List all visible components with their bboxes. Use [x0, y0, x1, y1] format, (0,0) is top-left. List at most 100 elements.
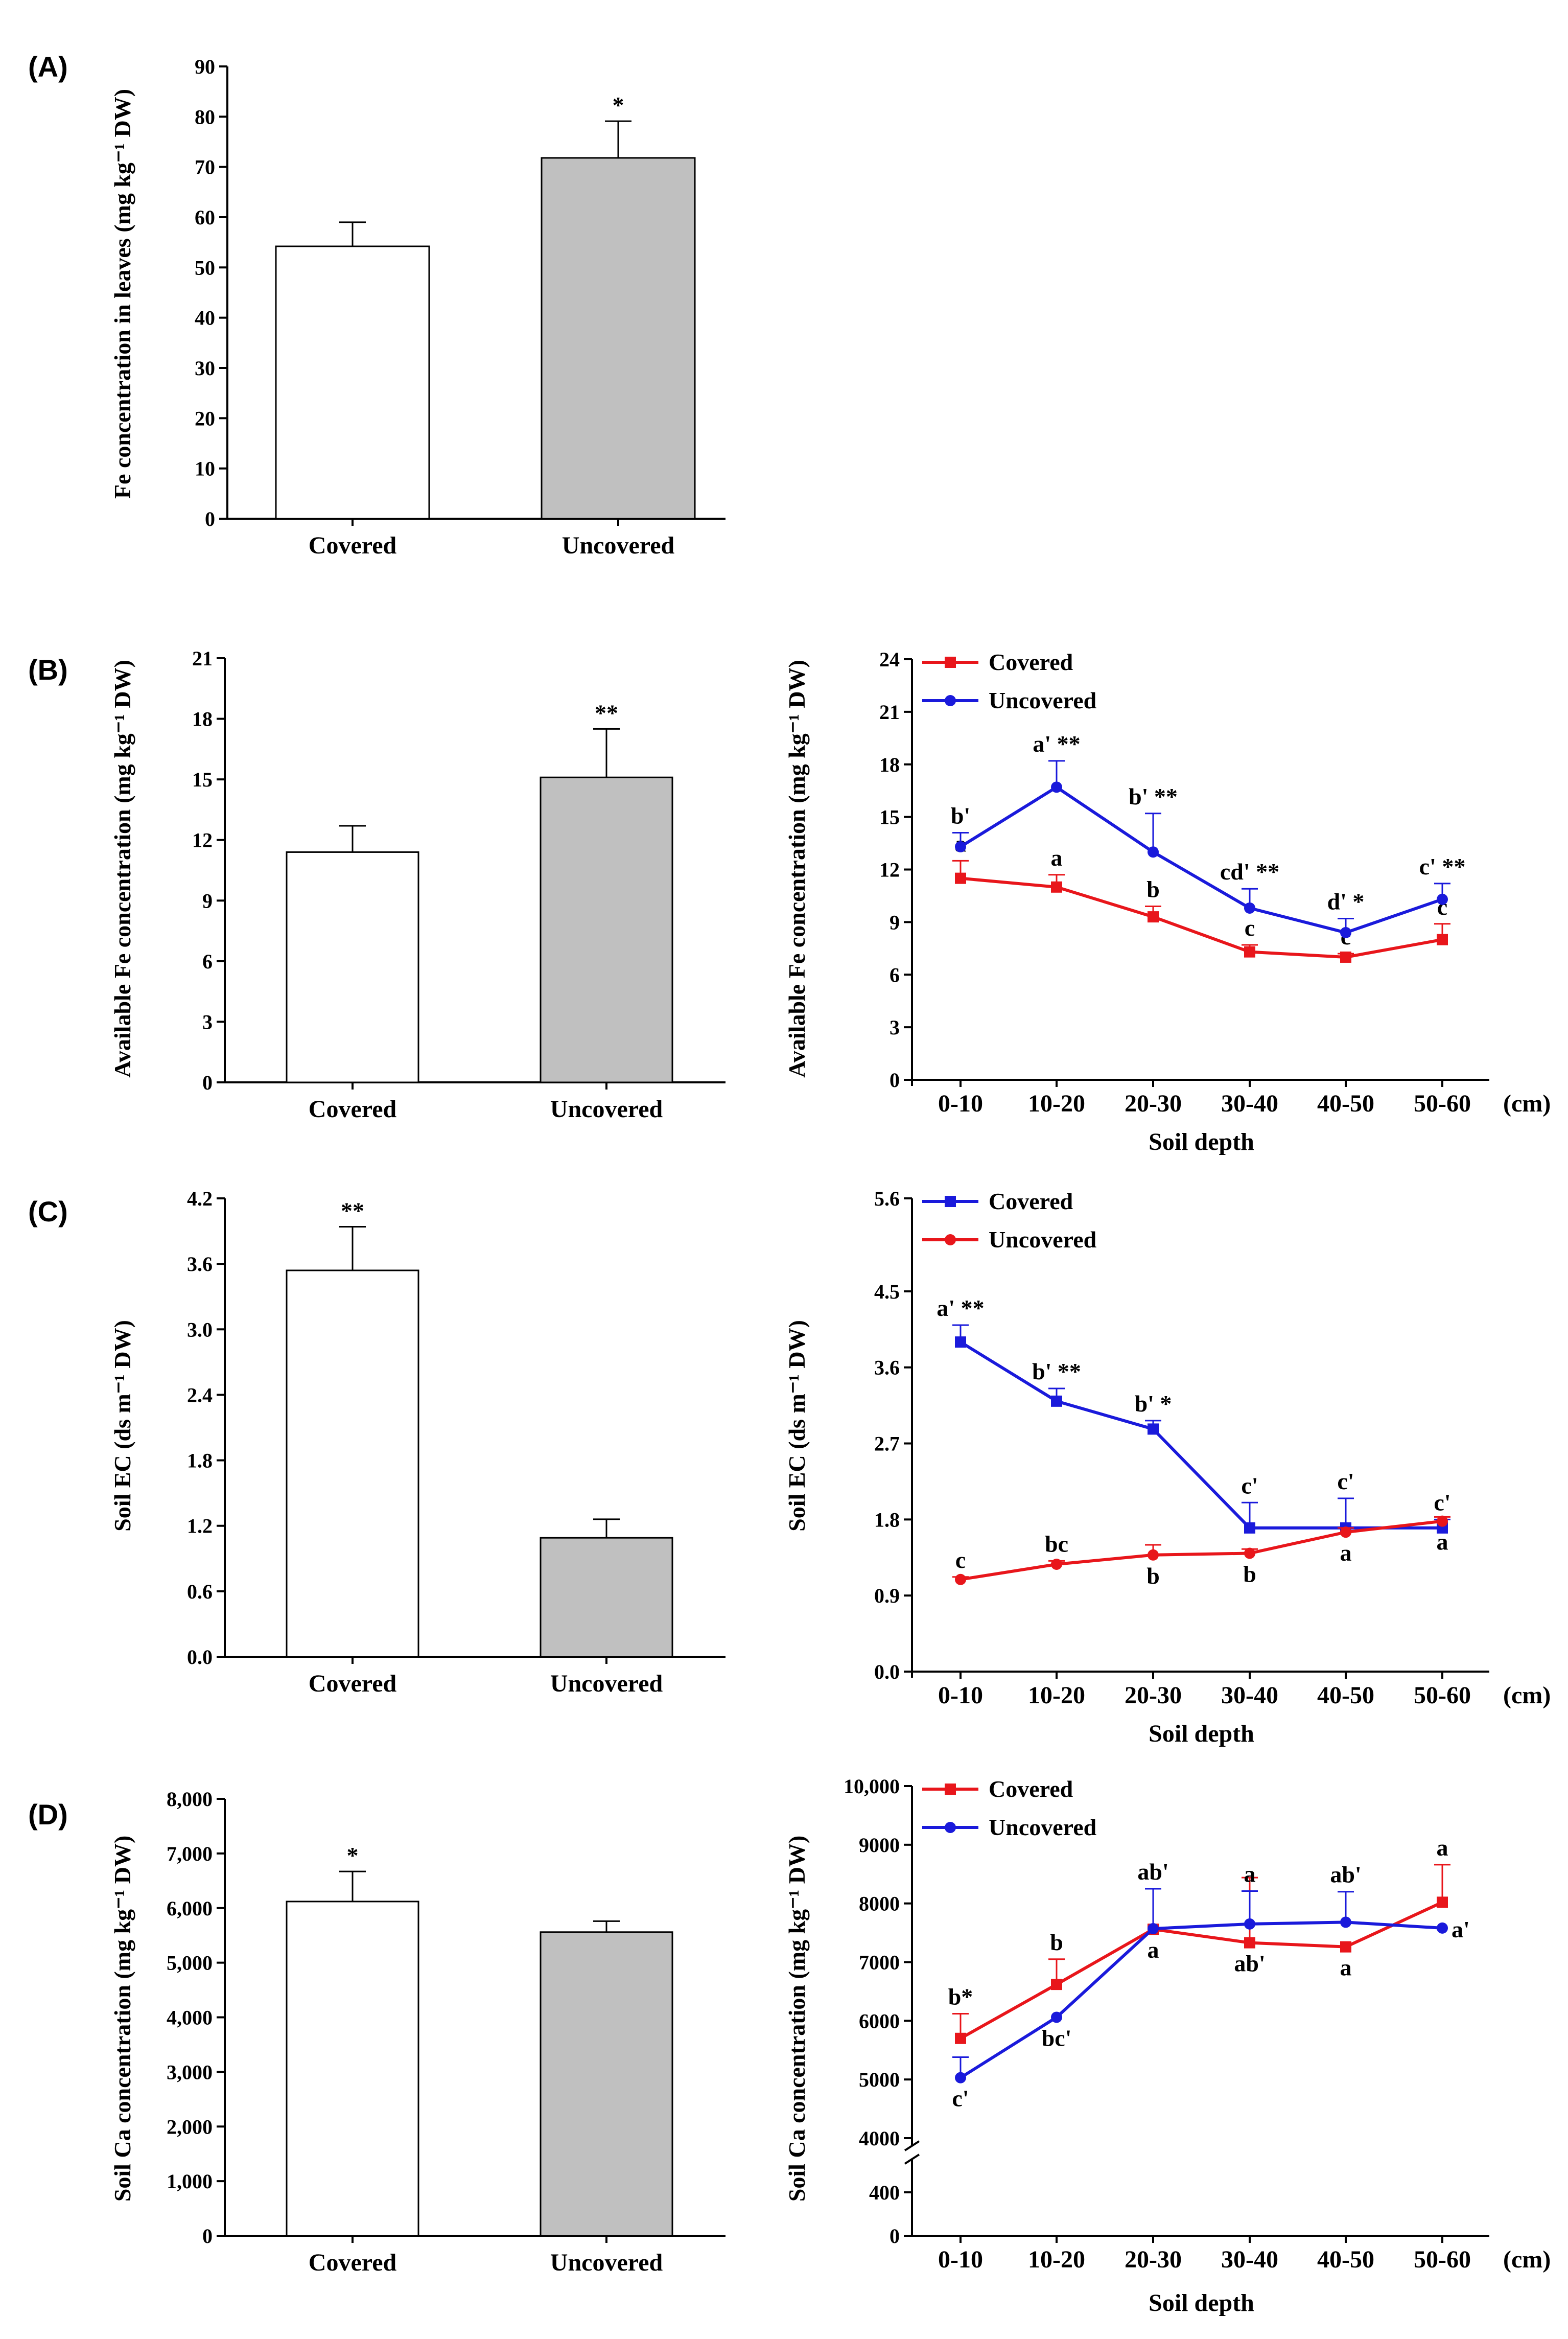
- d-line-axis-break-mark: [904, 2153, 920, 2165]
- b-line-uncovered-point: [1437, 893, 1448, 905]
- c-line-covered-letter-label: c': [1434, 1489, 1450, 1515]
- d-line-uncovered-letter-label: ab': [1137, 1859, 1168, 1885]
- b-bar-bar-uncovered: [540, 776, 673, 1083]
- b-bar-y-tick-label: 6: [202, 950, 213, 973]
- b-line-x-tick-label-30-40: 30-40: [1221, 1090, 1278, 1117]
- b-line-y-tick-label: 15: [879, 806, 900, 829]
- b-line-x-unit-label: (cm): [1503, 1090, 1551, 1117]
- b-bar-significance-label: **: [595, 700, 618, 726]
- b-line-y-tick-label: 21: [879, 701, 900, 724]
- d-line-covered-point: [1437, 1896, 1448, 1908]
- b-line-covered-point: [1340, 951, 1351, 963]
- c-bar-y-tick-label: 3.6: [187, 1253, 213, 1276]
- d-line-x-unit-label: (cm): [1503, 2246, 1551, 2273]
- d-line-axis-break-mark: [904, 2140, 920, 2151]
- a-bar-bar-covered: [275, 245, 430, 520]
- d-line-y-tick-label: 7000: [859, 1951, 900, 1974]
- c-line-y-tick-label: 2.7: [874, 1432, 900, 1455]
- c-bar-y-tick-label: 0.0: [187, 1646, 213, 1669]
- c-line-uncovered-point: [1148, 1549, 1159, 1561]
- c-line-covered-point: [1244, 1522, 1255, 1534]
- b-bar-y-tick-label: 21: [192, 647, 213, 670]
- c-line-y-axis-title: Soil EC (ds m⁻¹ DW): [784, 1320, 810, 1532]
- b-line-covered-letter-label: a: [1051, 845, 1063, 871]
- d-line-uncovered-letter-label: c': [952, 2086, 969, 2112]
- c-line-y-tick-label: 3.6: [874, 1356, 900, 1379]
- d-line-uncovered-point: [955, 2072, 966, 2083]
- c-line-uncovered-letter-label: b: [1243, 1561, 1256, 1587]
- c-line-x-axis-title: Soil depth: [1149, 1720, 1254, 1747]
- d-line-legend-covered-swatch-marker: [945, 1784, 956, 1795]
- c-line-covered-letter-label: c': [1337, 1468, 1354, 1494]
- d-line-legend-uncovered-label: Uncovered: [989, 1814, 1097, 1840]
- a-bar-y-tick-label: 20: [195, 407, 215, 430]
- b-bar-y-tick-label: 0: [202, 1071, 213, 1094]
- d-bar-significance-label: *: [347, 1842, 359, 1868]
- panel-label-d: (D): [28, 1798, 68, 1831]
- d-line-uncovered-letter-label: bc': [1042, 2025, 1072, 2051]
- c-line-legend-uncovered-label: Uncovered: [989, 1226, 1097, 1253]
- a-bar-y-tick-label: 30: [195, 357, 215, 380]
- b-line-covered-letter-label: c: [1245, 915, 1255, 941]
- a-bar-bar-uncovered: [541, 157, 696, 520]
- c-line-uncovered-point: [1051, 1558, 1062, 1570]
- c-line-x-tick-label-30-40: 30-40: [1221, 1682, 1278, 1709]
- b-line-covered-point: [1244, 946, 1255, 958]
- c-line-covered-letter-label: b' *: [1135, 1391, 1172, 1417]
- b-line-uncovered-point: [1244, 902, 1255, 914]
- c-bar-x-tick-label-covered: Covered: [309, 1670, 397, 1697]
- b-line-y-tick-label: 24: [879, 648, 900, 671]
- d-line-x-tick-label-40-50: 40-50: [1317, 2246, 1374, 2273]
- a-bar-y-tick-label: 10: [195, 457, 215, 480]
- d-line-x-tick-label-30-40: 30-40: [1221, 2246, 1278, 2273]
- d-line-covered-letter-label: a: [1437, 1835, 1448, 1861]
- a-bar-x-tick-label-covered: Covered: [309, 532, 397, 559]
- d-line-covered-point: [1051, 1979, 1062, 1990]
- d-line-x-axis-title: Soil depth: [1149, 2289, 1254, 2317]
- b-line-y-tick-label: 12: [879, 859, 900, 882]
- b-line-legend-uncovered-swatch-marker: [945, 695, 956, 706]
- d-bar-y-axis-title: Soil Ca concentration (mg kg⁻¹ DW): [109, 1836, 135, 2202]
- d-line-legend-uncovered-swatch-marker: [945, 1822, 956, 1833]
- c-bar-bar-covered: [286, 1269, 419, 1658]
- c-bar-y-tick-label: 0.6: [187, 1580, 213, 1603]
- b-line-uncovered-letter-label: c' **: [1419, 853, 1466, 879]
- d-line-uncovered-letter-label: a: [1244, 1861, 1256, 1887]
- c-line-uncovered-letter-label: a: [1340, 1540, 1352, 1566]
- d-bar-x-tick-label-covered: Covered: [309, 2249, 397, 2276]
- c-line-covered-letter-label: a' **: [937, 1295, 984, 1321]
- c-line-y-tick-label: 1.8: [874, 1508, 900, 1531]
- c-line-covered-series-line: [959, 1340, 1442, 1530]
- d-line-covered-point: [1244, 1937, 1255, 1949]
- b-line-y-tick-label: 9: [890, 911, 900, 934]
- c-line-covered-point: [1148, 1423, 1159, 1435]
- c-line-y-tick-label: 4.5: [874, 1280, 900, 1303]
- d-line-y-tick-label: 8000: [859, 1892, 900, 1915]
- b-bar-y-tick-label: 9: [202, 889, 213, 912]
- c-line-y-tick-label: 0.0: [874, 1660, 900, 1683]
- b-line-legend-uncovered-label: Uncovered: [989, 687, 1097, 713]
- b-line-covered-point: [1148, 911, 1159, 923]
- c-line-uncovered-series-line: [960, 1519, 1443, 1581]
- c-line-uncovered-letter-label: a: [1437, 1529, 1448, 1555]
- b-line-x-tick-label-40-50: 40-50: [1317, 1090, 1374, 1117]
- b-line-covered-series-line: [960, 876, 1443, 959]
- d-line-uncovered-point: [1244, 1918, 1255, 1930]
- c-line-x-tick-label-0-10: 0-10: [938, 1682, 983, 1709]
- b-line-uncovered-point: [955, 841, 966, 852]
- c-line-covered-letter-label: c': [1241, 1472, 1258, 1498]
- d-line-uncovered-point: [1340, 1916, 1351, 1928]
- c-line-uncovered-point: [1437, 1515, 1448, 1527]
- a-bar-y-tick-label: 80: [195, 105, 215, 128]
- b-line-y-axis-title: Available Fe concentration (mg kg⁻¹ DW): [784, 660, 810, 1078]
- d-line-y-axis-title: Soil Ca concentration (mg kg⁻¹ DW): [784, 1836, 810, 2202]
- a-bar-y-tick-label: 60: [195, 206, 215, 229]
- c-line-legend-covered-swatch-marker: [945, 1196, 956, 1207]
- d-line-x-tick-label-50-60: 50-60: [1414, 2246, 1471, 2273]
- c-line-x-unit-label: (cm): [1503, 1682, 1551, 1709]
- d-line-covered-letter-label: ab': [1234, 1951, 1265, 1977]
- d-line-covered-letter-label: b*: [948, 1984, 973, 2010]
- d-line-covered-point: [1340, 1941, 1351, 1953]
- b-line-uncovered-point: [1051, 781, 1062, 793]
- b-line-uncovered-point: [1340, 927, 1351, 938]
